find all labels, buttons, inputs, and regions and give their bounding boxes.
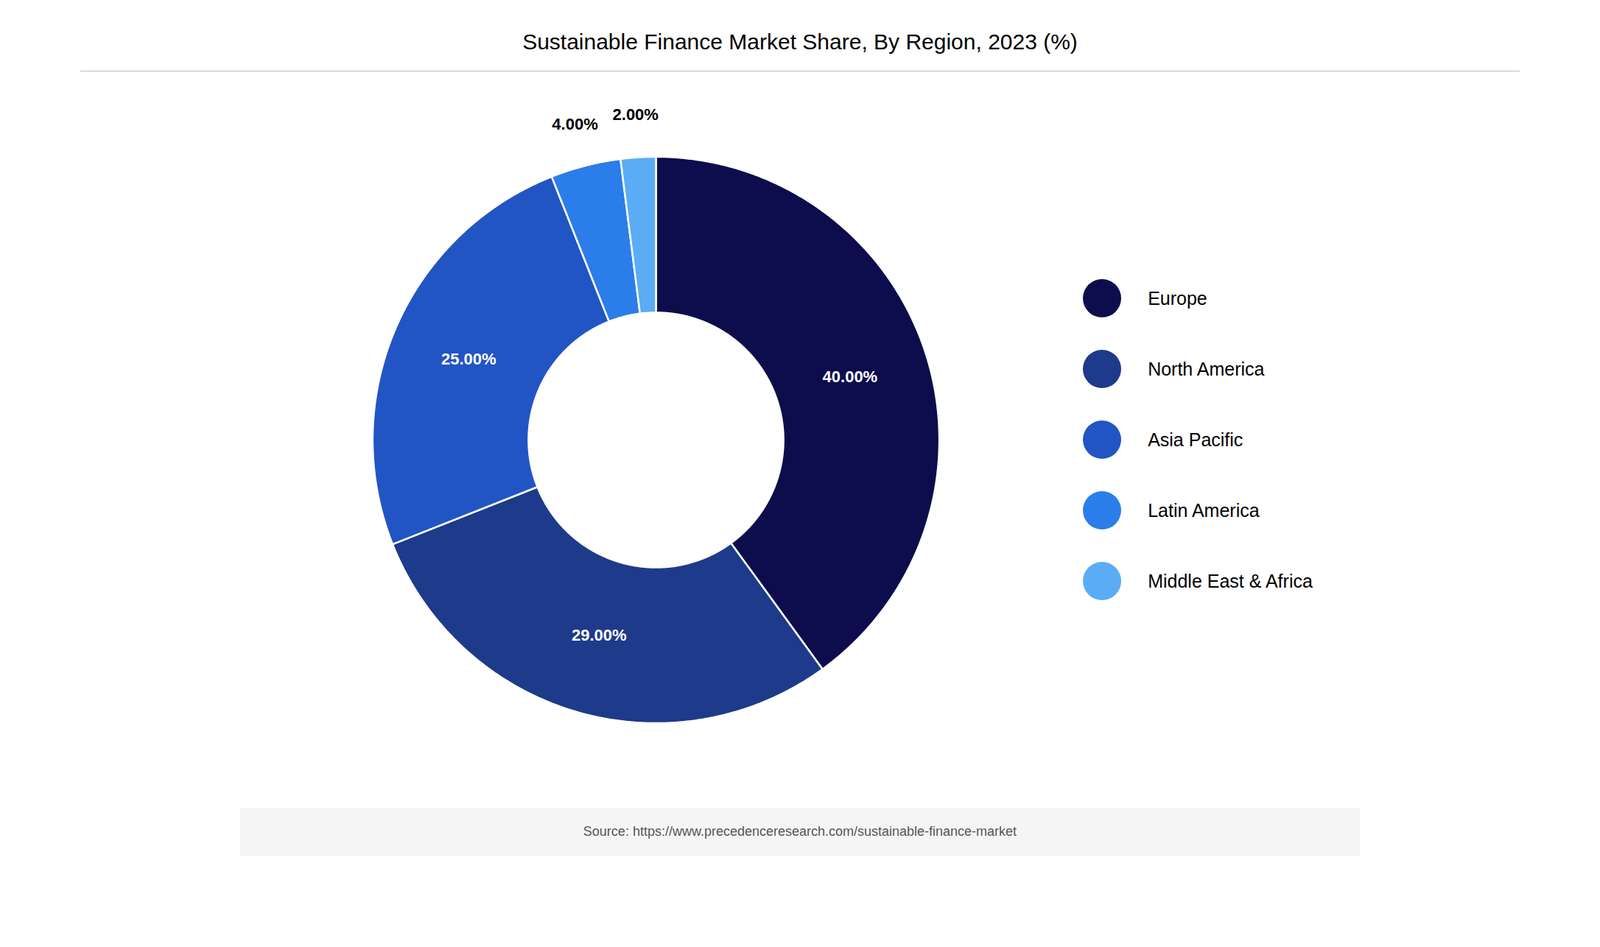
svg-text:2.00%: 2.00% bbox=[612, 105, 659, 124]
html-text:North America: North America bbox=[1147, 358, 1265, 380]
html-text:Sustainable Finance Market Sha: Sustainable Finance Market Share, By Reg… bbox=[522, 29, 1078, 54]
svg-text:40.00%: 40.00% bbox=[822, 367, 879, 387]
html-text:Asia Pacific: Asia Pacific bbox=[1147, 429, 1244, 450]
html-text:Europe: Europe bbox=[1147, 287, 1208, 309]
svg-text:29.00%: 29.00% bbox=[571, 626, 627, 645]
svg-text:25.00%: 25.00% bbox=[441, 349, 497, 369]
html-text:Middle East & Africa: Middle East & Africa bbox=[1147, 570, 1313, 592]
html-text:Source: https://www.precedence: Source: https://www.precedenceresearch.c… bbox=[583, 824, 1017, 840]
svg-text:4.00%: 4.00% bbox=[551, 114, 598, 134]
html-text:Latin America: Latin America bbox=[1147, 499, 1260, 521]
